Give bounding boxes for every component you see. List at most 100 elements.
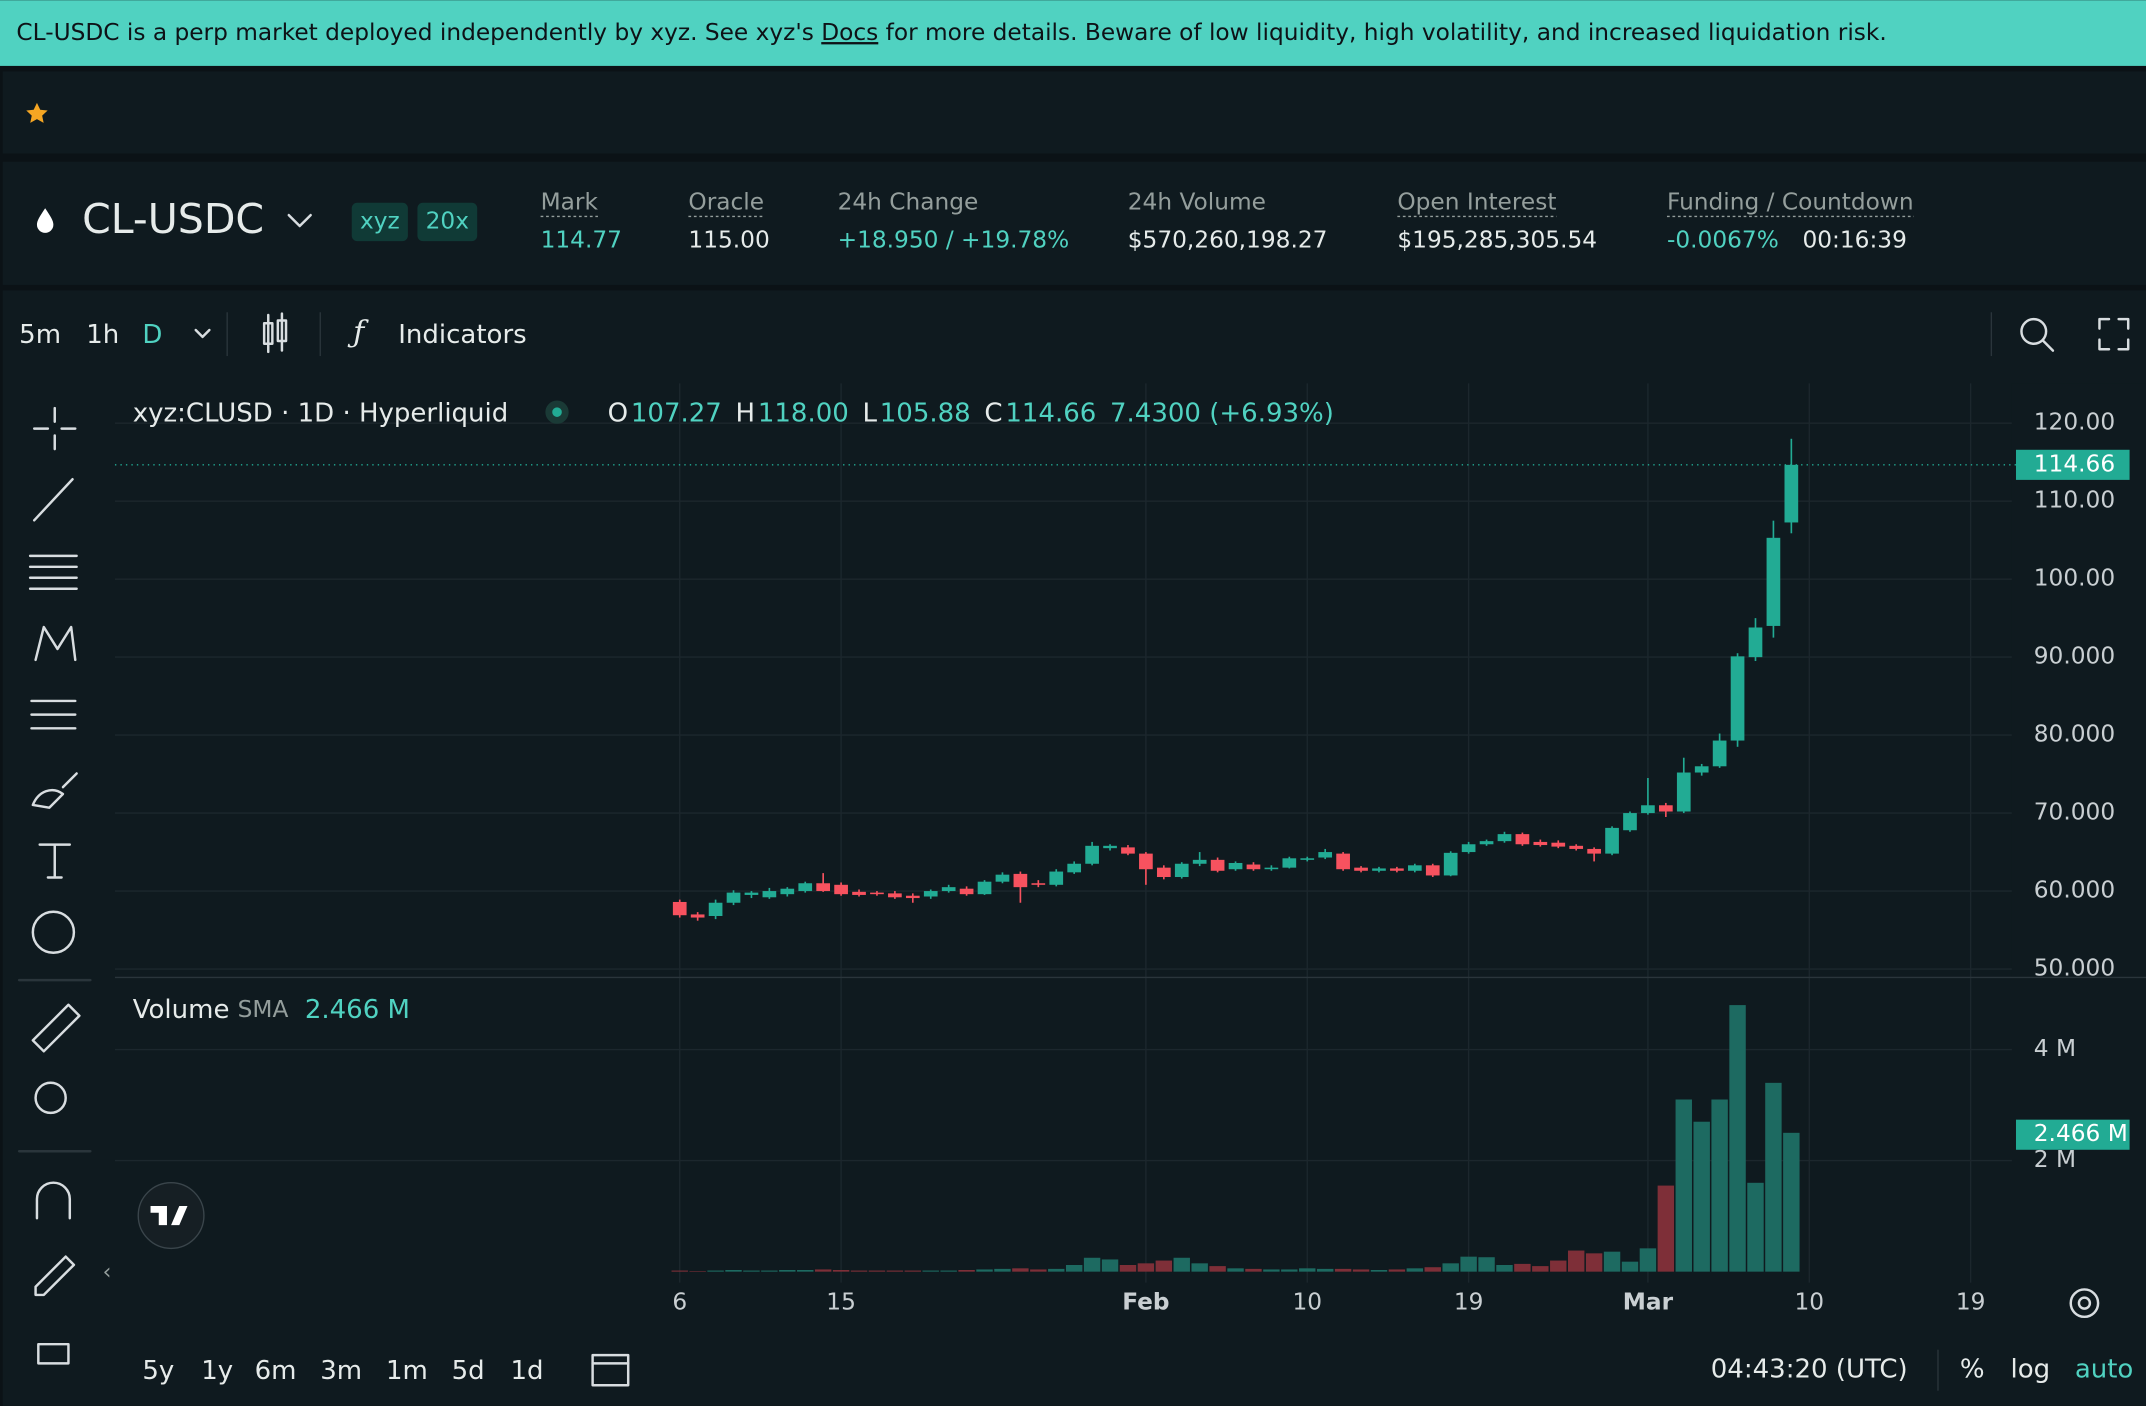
volume-bar (725, 1269, 742, 1272)
candle-body (1228, 862, 1243, 870)
volume-bar (1155, 1260, 1173, 1272)
candle-body (1246, 864, 1261, 870)
market-tag-bg (417, 202, 478, 242)
y-tick-label: 50.000 (2034, 955, 2115, 982)
volume-bar (1514, 1263, 1531, 1272)
candle-body (762, 891, 777, 898)
fx-icon[interactable]: ƒ (347, 315, 369, 350)
legend-o: 107.27 (631, 398, 722, 428)
x-tick-label: 10 (1292, 1289, 1322, 1316)
interval-dropdown[interactable] (194, 328, 211, 339)
volume-bar (1693, 1121, 1710, 1272)
stat-value: +18.950 / +19.78% (838, 227, 1070, 254)
candle-body (888, 893, 902, 898)
interval-button[interactable]: 1h (86, 320, 119, 350)
volume-bar (1352, 1269, 1370, 1272)
volume-bar (1370, 1269, 1388, 1272)
settings-button[interactable] (2069, 1288, 2100, 1319)
candle-body (852, 891, 866, 895)
market-symbol[interactable]: CL-USDC (82, 195, 264, 243)
stat-value: -0.0067% (1667, 227, 1779, 254)
tradingview-logo[interactable] (137, 1182, 205, 1250)
scale-option[interactable]: auto (2075, 1355, 2134, 1385)
lock-tool[interactable] (37, 1342, 70, 1365)
zoom-tool[interactable] (34, 1081, 67, 1115)
candle-body (995, 874, 1010, 882)
scale-option[interactable]: % (1960, 1355, 1985, 1385)
candle-body (1336, 853, 1350, 870)
volume-bar (797, 1269, 814, 1272)
volume-bar (707, 1270, 724, 1272)
candle-body (1013, 873, 1028, 888)
candle-body (959, 888, 974, 895)
candle-body (1641, 805, 1655, 814)
magnet-tool[interactable] (35, 1181, 72, 1220)
candle-body (1049, 871, 1064, 885)
trendline-tool[interactable] (32, 477, 74, 522)
volume-bar (814, 1269, 832, 1272)
range-button[interactable]: 5d (452, 1356, 485, 1386)
volume-bar (1012, 1268, 1029, 1272)
range-button[interactable]: 3m (320, 1356, 362, 1386)
range-button[interactable]: 5y (142, 1356, 174, 1386)
text-tool[interactable] (38, 843, 72, 879)
interval-button[interactable]: D (142, 320, 162, 350)
candle-body (1282, 858, 1297, 868)
fib-tool[interactable] (28, 554, 78, 590)
docs-link[interactable]: Docs (821, 19, 878, 46)
ruler-tool[interactable] (31, 1003, 81, 1053)
forecast-tool[interactable] (30, 699, 77, 730)
legend-l: 105.88 (880, 398, 971, 428)
brush-tool[interactable] (31, 772, 78, 809)
volume-bar (1675, 1099, 1692, 1272)
market-tag-bg (351, 202, 408, 242)
market-dropdown[interactable] (287, 213, 312, 228)
volume-bar (689, 1271, 706, 1272)
candle-body (1407, 865, 1422, 871)
chart-type-button[interactable] (262, 312, 288, 354)
volume-bar (1191, 1263, 1208, 1272)
lock-drawings-tool[interactable] (34, 1255, 76, 1297)
interval-button[interactable]: 5m (19, 320, 61, 350)
crosshair-tool[interactable] (32, 406, 77, 451)
fullscreen-button[interactable] (2098, 317, 2130, 351)
candle-body (1174, 863, 1189, 878)
banner-part: CL-USDC is a perp market deployed indepe… (16, 19, 821, 46)
candle-body (1210, 859, 1225, 871)
range-button[interactable]: 6m (255, 1356, 297, 1386)
date-range-button[interactable] (591, 1353, 630, 1387)
quick-search-button[interactable] (2020, 317, 2055, 352)
range-button[interactable]: 1m (386, 1356, 428, 1386)
volume-bar (922, 1270, 939, 1272)
volume-bar (1711, 1099, 1728, 1272)
range-button[interactable]: 1d (510, 1356, 543, 1386)
volume-bar (1119, 1264, 1137, 1272)
emoji-tool[interactable] (31, 910, 76, 955)
candle-body (1551, 842, 1566, 847)
candle-body (1748, 627, 1763, 658)
candle-body (1031, 883, 1046, 885)
stat-label: Funding / Countdown (1667, 188, 1914, 215)
legend-c-label: C (984, 398, 1002, 428)
pattern-tool[interactable] (34, 625, 77, 662)
collapse-arrow[interactable]: ‹ (103, 1260, 112, 1285)
candle-body (870, 892, 884, 895)
x-tick-label: 19 (1956, 1289, 1986, 1316)
chart-panel (2, 290, 2146, 1406)
market-icon (36, 208, 54, 233)
favorite-star[interactable] (26, 102, 48, 123)
legend-symbol: xyz:CLUSD · 1D · Hyperliquid (133, 398, 509, 428)
volume-bar (1173, 1257, 1190, 1272)
indicators-button[interactable]: Indicators (398, 320, 526, 350)
candle-body (708, 902, 723, 916)
volume-bar (1442, 1263, 1459, 1272)
volume-bar (940, 1270, 957, 1272)
scale-option[interactable]: log (2011, 1355, 2051, 1385)
range-button[interactable]: 1y (201, 1356, 233, 1386)
candle-body (1658, 805, 1673, 812)
candle-body (1390, 868, 1404, 871)
candle-body (1318, 852, 1333, 858)
y-tick-label: 80.000 (2034, 721, 2115, 748)
candle-body (1497, 834, 1512, 842)
